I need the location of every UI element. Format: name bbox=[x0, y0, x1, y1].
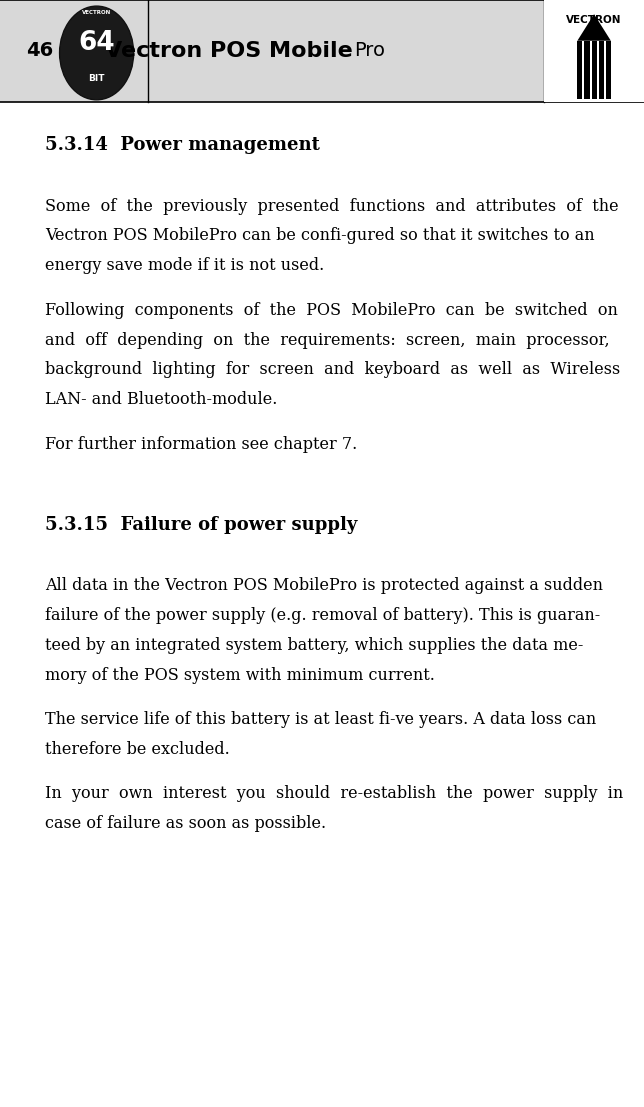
Bar bbox=[544, 0, 644, 102]
Text: For further information see chapter 7.: For further information see chapter 7. bbox=[45, 436, 357, 453]
Text: Pro: Pro bbox=[354, 41, 386, 61]
Ellipse shape bbox=[59, 7, 134, 100]
Text: Following  components  of  the  POS  MobilePro  can  be  switched  on: Following components of the POS MobilePr… bbox=[45, 302, 618, 319]
Bar bbox=[598, 41, 603, 99]
Text: therefore be excluded.: therefore be excluded. bbox=[45, 741, 230, 758]
Bar bbox=[577, 41, 582, 99]
Text: LAN- and Bluetooth-module.: LAN- and Bluetooth-module. bbox=[45, 392, 278, 408]
Bar bbox=[605, 41, 611, 99]
Text: All data in the Vectron POS MobilePro is protected against a sudden: All data in the Vectron POS MobilePro is… bbox=[45, 577, 603, 594]
Text: 5.3.15  Failure of power supply: 5.3.15 Failure of power supply bbox=[45, 516, 357, 534]
Bar bbox=[584, 41, 590, 99]
Polygon shape bbox=[577, 14, 611, 41]
Bar bbox=[591, 41, 596, 99]
Bar bbox=[0, 0, 644, 102]
Text: failure of the power supply (e.g. removal of battery). This is guaran-: failure of the power supply (e.g. remova… bbox=[45, 607, 600, 624]
Text: VECTRON: VECTRON bbox=[566, 15, 622, 25]
Text: Vectron POS Mobile: Vectron POS Mobile bbox=[105, 41, 352, 61]
Text: background  lighting  for  screen  and  keyboard  as  well  as  Wireless: background lighting for screen and keybo… bbox=[45, 362, 620, 379]
Text: and  off  depending  on  the  requirements:  screen,  main  processor,: and off depending on the requirements: s… bbox=[45, 332, 610, 349]
Text: In  your  own  interest  you  should  re-establish  the  power  supply  in: In your own interest you should re-estab… bbox=[45, 785, 623, 803]
Text: case of failure as soon as possible.: case of failure as soon as possible. bbox=[45, 815, 327, 832]
Text: energy save mode if it is not used.: energy save mode if it is not used. bbox=[45, 258, 325, 275]
Text: 64: 64 bbox=[79, 30, 115, 55]
Text: VECTRON: VECTRON bbox=[82, 10, 111, 14]
Text: mory of the POS system with minimum current.: mory of the POS system with minimum curr… bbox=[45, 666, 435, 684]
Text: 46: 46 bbox=[26, 41, 53, 61]
Text: BIT: BIT bbox=[88, 74, 105, 83]
Text: teed by an integrated system battery, which supplies the data me-: teed by an integrated system battery, wh… bbox=[45, 637, 583, 654]
Text: 5.3.14  Power management: 5.3.14 Power management bbox=[45, 136, 320, 154]
Text: Vectron POS MobilePro can be confi­gured so that it switches to an: Vectron POS MobilePro can be confi­gured… bbox=[45, 228, 594, 245]
Text: The service life of this battery is at least fi­ve years. A data loss can: The service life of this battery is at l… bbox=[45, 711, 596, 728]
Text: Some  of  the  previously  presented  functions  and  attributes  of  the: Some of the previously presented functio… bbox=[45, 198, 619, 215]
